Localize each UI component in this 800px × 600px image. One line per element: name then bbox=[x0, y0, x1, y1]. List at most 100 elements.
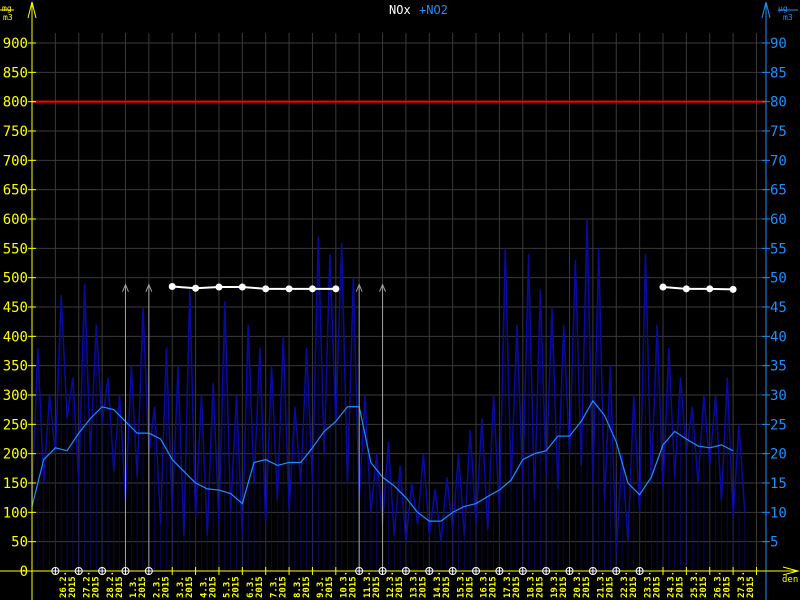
x-tick-label-year: 2015 bbox=[512, 576, 522, 598]
axis-marker-cross bbox=[379, 568, 386, 574]
x-tick-label-date: 15.3. bbox=[456, 571, 466, 598]
axis-marker-cross bbox=[402, 568, 409, 574]
x-tick-label-date: 13.3. bbox=[410, 571, 420, 598]
left-tick-label: 750 bbox=[3, 124, 28, 140]
left-tick-label: 850 bbox=[3, 65, 28, 81]
x-tick-label-year: 2015 bbox=[442, 576, 452, 598]
white-series-point bbox=[682, 285, 690, 293]
x-tick-label-year: 2015 bbox=[652, 576, 662, 598]
x-tick-label-year: 2015 bbox=[208, 576, 218, 598]
white-series-point bbox=[262, 285, 270, 293]
right-tick-label: 5 bbox=[770, 535, 778, 551]
axis-marker-cross bbox=[356, 568, 363, 574]
axis-marker-cross bbox=[99, 568, 106, 574]
x-tick-label-date: 14.3. bbox=[433, 571, 443, 598]
left-tick-label: 100 bbox=[3, 505, 28, 521]
x-tick-label-date: 16.3. bbox=[480, 571, 490, 598]
x-tick-label-year: 2015 bbox=[325, 576, 335, 598]
arrow-head-icon bbox=[145, 283, 153, 292]
left-tick-label: 900 bbox=[3, 36, 28, 52]
right-tick-label: 80 bbox=[770, 95, 787, 111]
x-tick-label-date: 26.3. bbox=[713, 571, 723, 598]
right-tick-label: 85 bbox=[770, 65, 787, 81]
left-tick-label: 650 bbox=[3, 183, 28, 199]
annotations bbox=[32, 100, 766, 571]
right-unit-denominator: m3 bbox=[783, 13, 793, 22]
right-tick-label: 20 bbox=[770, 447, 787, 463]
right-tick-label: 55 bbox=[770, 241, 787, 257]
right-tick-label: 90 bbox=[770, 36, 787, 52]
left-tick-label: 600 bbox=[3, 212, 28, 228]
x-tick-label-year: 2015 bbox=[232, 576, 242, 598]
axis-marker-cross bbox=[589, 568, 596, 574]
white-series-point bbox=[729, 285, 737, 293]
x-tick-label-year: 2015 bbox=[348, 576, 358, 598]
x-tick-label-date: 18.3. bbox=[526, 571, 536, 598]
left-tick-label: 300 bbox=[3, 388, 28, 404]
right-tick-label: 50 bbox=[770, 271, 787, 287]
x-tick-label-year: 2015 bbox=[465, 576, 475, 598]
left-tick-label: 800 bbox=[3, 95, 28, 111]
axis-marker-cross bbox=[52, 568, 59, 574]
left-tick-label: 500 bbox=[3, 271, 28, 287]
left-tick-label: 250 bbox=[3, 417, 28, 433]
x-tick-label-date: 10.3. bbox=[339, 571, 349, 598]
right-tick-label: 70 bbox=[770, 153, 787, 169]
title-no2: +NO2 bbox=[419, 3, 448, 17]
x-tick-label-year: 2015 bbox=[629, 576, 639, 598]
x-tick-label-date: 27.3. bbox=[737, 571, 747, 598]
x-tick-label-date: 27.2. bbox=[82, 571, 92, 598]
left-tick-label: 200 bbox=[3, 447, 28, 463]
white-series-point bbox=[659, 283, 667, 291]
x-tick-label-year: 2015 bbox=[138, 576, 148, 598]
x-tick-label-date: 23.3. bbox=[643, 571, 653, 598]
right-axis-arrow-icon bbox=[761, 1, 771, 19]
x-tick-label-year: 2015 bbox=[676, 576, 686, 598]
axis-marker-cross bbox=[566, 568, 573, 574]
x-tick-label-date: 28.2. bbox=[106, 571, 116, 598]
x-tick-label-year: 2015 bbox=[255, 576, 265, 598]
right-tick-label: 25 bbox=[770, 417, 787, 433]
left-tick-label: 450 bbox=[3, 300, 28, 316]
x-tick-label-year: 2015 bbox=[185, 576, 195, 598]
axis-marker-cross bbox=[519, 568, 526, 574]
x-tick-label-date: 12.3. bbox=[386, 571, 396, 598]
x-tick-label-date: 3.3. bbox=[176, 576, 186, 598]
axis-marker-cross bbox=[122, 568, 129, 574]
right-tick-label: 30 bbox=[770, 388, 787, 404]
x-tick-label-date: 9.3. bbox=[316, 576, 326, 598]
left-tick-label: 350 bbox=[3, 359, 28, 375]
axis-marker-cross bbox=[636, 568, 643, 574]
x-tick-label-year: 2015 bbox=[606, 576, 616, 598]
x-tick-label-date: 25.3. bbox=[690, 571, 700, 598]
x-tick-label-year: 2015 bbox=[722, 576, 732, 598]
x-tick-label-year: 2015 bbox=[162, 576, 172, 598]
x-tick-label-date: 4.3. bbox=[199, 576, 209, 598]
axis-marker-cross bbox=[496, 568, 503, 574]
x-tick-label-date: 19.3. bbox=[550, 571, 560, 598]
arrow-head-icon bbox=[122, 283, 129, 292]
arrow-head-icon bbox=[355, 283, 363, 292]
axis-marker-cross bbox=[426, 568, 433, 574]
white-series-point bbox=[308, 285, 316, 293]
x-tick-label-year: 2015 bbox=[395, 576, 405, 598]
white-series-point bbox=[192, 284, 200, 292]
left-tick-label: 550 bbox=[3, 241, 28, 257]
x-tick-label-date: 2.3. bbox=[153, 576, 163, 598]
x-tick-label-date: 7.3. bbox=[269, 576, 279, 598]
right-tick-label: 35 bbox=[770, 359, 787, 375]
x-axis-arrow-icon bbox=[782, 566, 800, 576]
left-axis-arrow-icon bbox=[27, 1, 37, 19]
right-tick-label: 45 bbox=[770, 300, 787, 316]
axis-marker-cross bbox=[543, 568, 550, 574]
white-series-point bbox=[285, 285, 293, 293]
x-tick-label-year: 2015 bbox=[582, 576, 592, 598]
white-series-point bbox=[215, 283, 223, 291]
x-tick-label-year: 2015 bbox=[746, 576, 756, 598]
left-tick-label: 150 bbox=[3, 476, 28, 492]
x-tick-label-year: 2015 bbox=[489, 576, 499, 598]
left-unit-denominator: m3 bbox=[3, 13, 13, 22]
left-tick-label: 400 bbox=[3, 329, 28, 345]
x-tick-label-year: 2015 bbox=[699, 576, 709, 598]
